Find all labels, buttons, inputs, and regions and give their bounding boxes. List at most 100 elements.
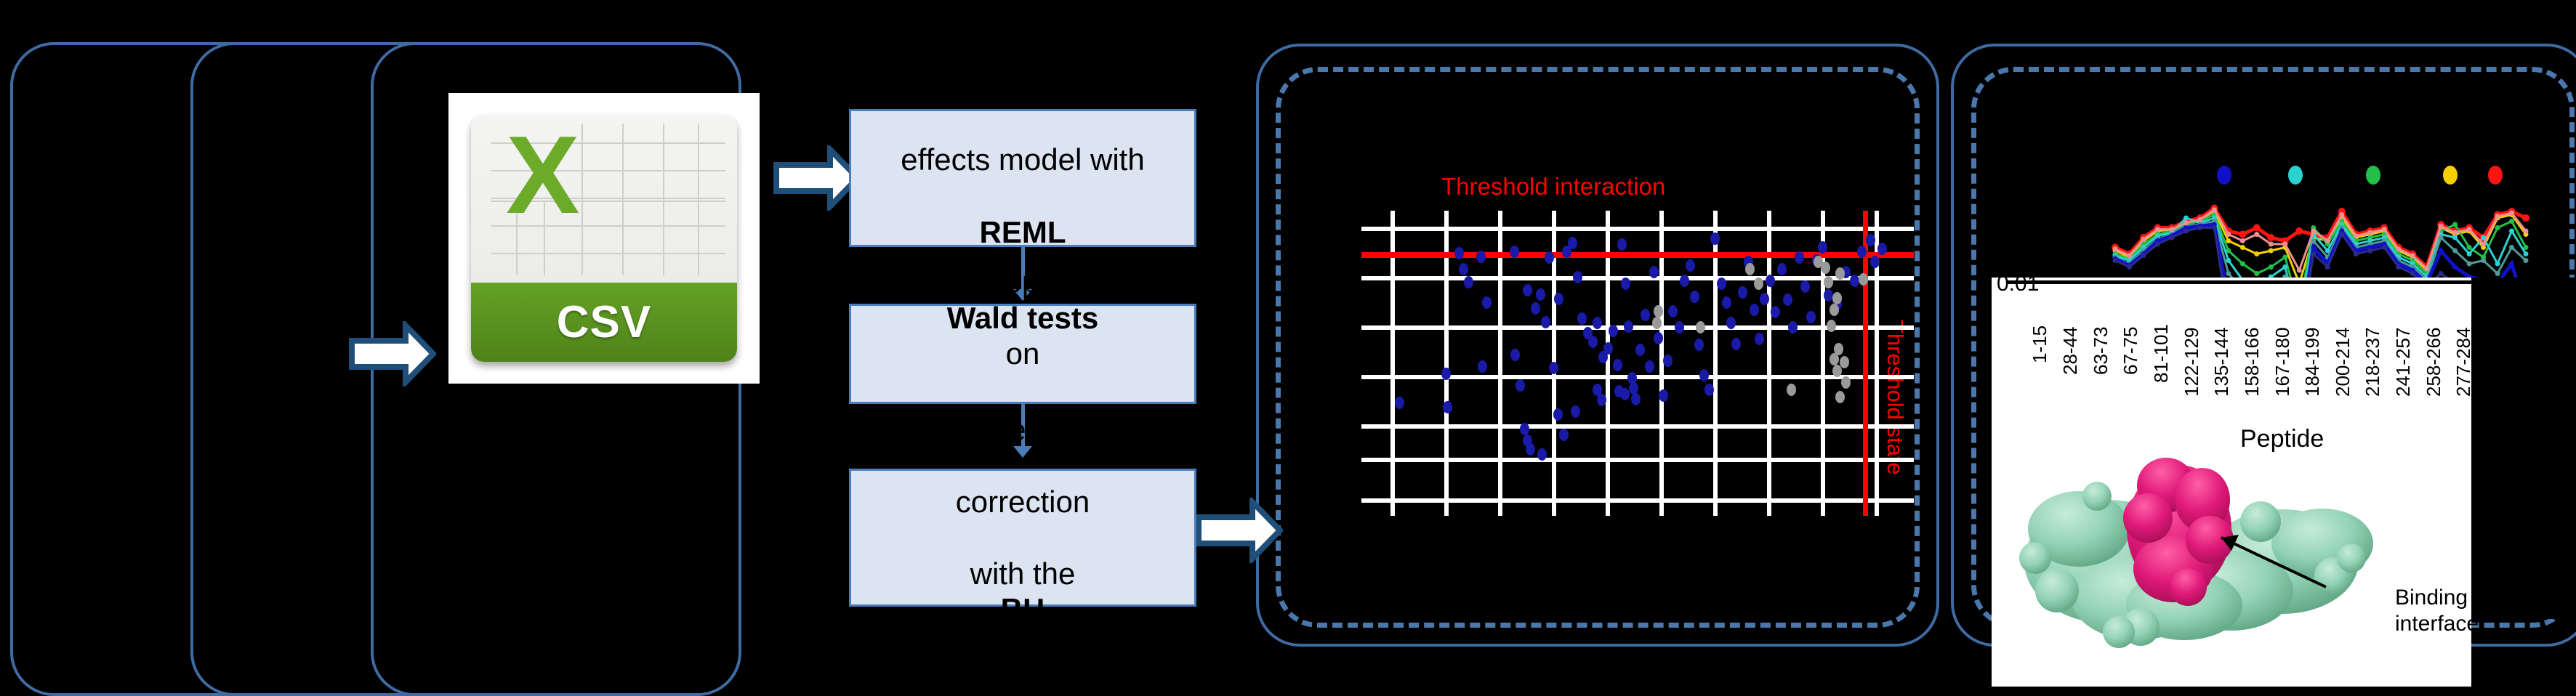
- wald-tests-box[interactable]: Apply Wald tests on the model parameters: [849, 264, 1196, 442]
- peptide-point: [2254, 271, 2260, 276]
- peptide-tick-r0: 1-15: [2029, 325, 2050, 363]
- fit-model-box[interactable]: Fit a linear mixed- effects model with R…: [849, 70, 1196, 285]
- peptide-tick-r12: 241-257: [2392, 327, 2414, 397]
- arrow-stage3-to-stage4: [1196, 498, 1283, 563]
- peptide-point: [2112, 258, 2118, 263]
- peptide-y-axis-value-2: 0.01: [1997, 272, 2040, 296]
- stage-panel-4-dashed: [1276, 67, 1920, 628]
- peptide-point: [2452, 248, 2458, 254]
- connector-2: [1021, 404, 1025, 449]
- peptide-point: [2211, 225, 2217, 230]
- peptide-point: [2523, 258, 2529, 263]
- peptide-point: [2154, 241, 2160, 247]
- csv-icon-grid: [471, 115, 737, 283]
- peptide-point: [2126, 253, 2132, 259]
- peptide-point: [2381, 245, 2387, 250]
- peptide-tick-r11: 218-237: [2362, 327, 2383, 397]
- csv-band-label: CSV: [471, 283, 737, 362]
- peptide-tick-r5: 122-129: [2181, 327, 2202, 397]
- peptide-point: [2239, 230, 2247, 238]
- peptide-point: [2197, 217, 2203, 222]
- peptide-point: [2367, 248, 2373, 254]
- peptide-point: [2410, 271, 2415, 276]
- peptide-point: [2523, 251, 2529, 256]
- bh-line-2: correction: [955, 484, 1090, 519]
- peptide-tick-r13: 258-266: [2423, 327, 2444, 397]
- peptide-point: [2509, 219, 2515, 224]
- peptide-point: [2509, 245, 2515, 250]
- wald-line-1-post: on: [1005, 336, 1040, 371]
- peptide-point: [2438, 271, 2444, 276]
- legend-dot-green: [2366, 166, 2380, 185]
- bh-correction-box[interactable]: Multiple testing correction with the BH …: [849, 413, 1196, 663]
- peptide-point: [2282, 241, 2288, 247]
- wald-line-1-pre: Apply: [984, 264, 1061, 299]
- legend-dot-red: [2488, 166, 2503, 185]
- peptide-point: [2466, 261, 2472, 267]
- peptide-point: [2509, 210, 2515, 216]
- bh-line-1: Multiple testing: [920, 412, 1125, 447]
- peptide-point: [2495, 214, 2500, 219]
- fit-model-strong: REML: [979, 214, 1066, 249]
- peptide-point: [2424, 266, 2430, 272]
- binding-interface-arrow: [2221, 535, 2327, 588]
- peptide-point: [2183, 228, 2189, 234]
- peptide-point: [2353, 251, 2359, 256]
- peptide-point: [2253, 224, 2261, 232]
- peptide-point: [2495, 261, 2500, 267]
- peptide-point: [2254, 251, 2260, 256]
- peptide-point: [2438, 248, 2444, 254]
- bh-strong: BH: [1000, 592, 1045, 627]
- peptide-point: [2183, 215, 2189, 221]
- peptide-tick-r7: 158-166: [2241, 327, 2263, 397]
- peptide-tick-r2: 63-73: [2090, 326, 2112, 376]
- peptide-tick-r1: 28-44: [2059, 326, 2081, 376]
- scatter-threshold-state-label: Threshold state: [1883, 320, 1908, 475]
- bh-line-3-pre: with the: [970, 556, 1076, 591]
- peptide-point: [2325, 264, 2330, 270]
- peptide-point: [2452, 264, 2458, 270]
- peptide-series-blue: [2114, 222, 2528, 340]
- peptide-tick-r10: 200-214: [2332, 327, 2354, 397]
- peptide-point: [2466, 251, 2472, 256]
- scatter-threshold-state-line: [1863, 211, 1868, 516]
- peptide-tick-r6: 135-144: [2210, 327, 2232, 397]
- peptide-point: [2226, 271, 2231, 276]
- peptide-tick-r8: 167-180: [2271, 327, 2293, 397]
- peptide-point: [2466, 227, 2472, 232]
- peptide-point: [2183, 220, 2189, 226]
- peptide-point: [2311, 251, 2317, 256]
- peptide-series-cyan: [2114, 217, 2527, 323]
- peptide-point: [2325, 248, 2330, 254]
- peptide-point: [2523, 245, 2529, 250]
- wald-strong: Wald tests: [946, 300, 1099, 335]
- peptide-point: [2339, 232, 2345, 237]
- peptide-point: [2141, 236, 2146, 242]
- peptide-point: [2126, 264, 2132, 270]
- peptide-point: [2396, 246, 2402, 252]
- peptide-point: [2452, 230, 2458, 235]
- peptide-point: [2438, 223, 2444, 229]
- csv-file-icon: X CSV: [471, 115, 737, 362]
- peptide-point: [2311, 228, 2317, 234]
- peptide-point: [2268, 248, 2274, 254]
- csv-x-glyph: X: [506, 115, 580, 237]
- peptide-point: [2410, 253, 2415, 259]
- legend-dot-cyan: [2288, 166, 2303, 185]
- peptide-point: [2226, 248, 2231, 254]
- peptide-point: [2509, 228, 2515, 234]
- peptide-point: [2396, 264, 2402, 270]
- binding-interface-label: Binding interface: [2395, 585, 2479, 637]
- peptide-point: [2452, 235, 2458, 240]
- peptide-point: [2154, 227, 2160, 232]
- peptide-point: [2226, 238, 2231, 243]
- bh-line-3-post: procedure: [954, 628, 1092, 663]
- peptide-point: [2282, 254, 2288, 260]
- fit-model-line-1: Fit a linear mixed-: [901, 70, 1144, 105]
- peptide-point: [2282, 264, 2288, 270]
- arrow-stage2-to-stage3: [773, 145, 861, 211]
- peptide-point: [2239, 261, 2245, 267]
- peptide-point: [2325, 238, 2330, 243]
- connector-1: [1021, 247, 1025, 292]
- peptide-point: [2481, 241, 2487, 247]
